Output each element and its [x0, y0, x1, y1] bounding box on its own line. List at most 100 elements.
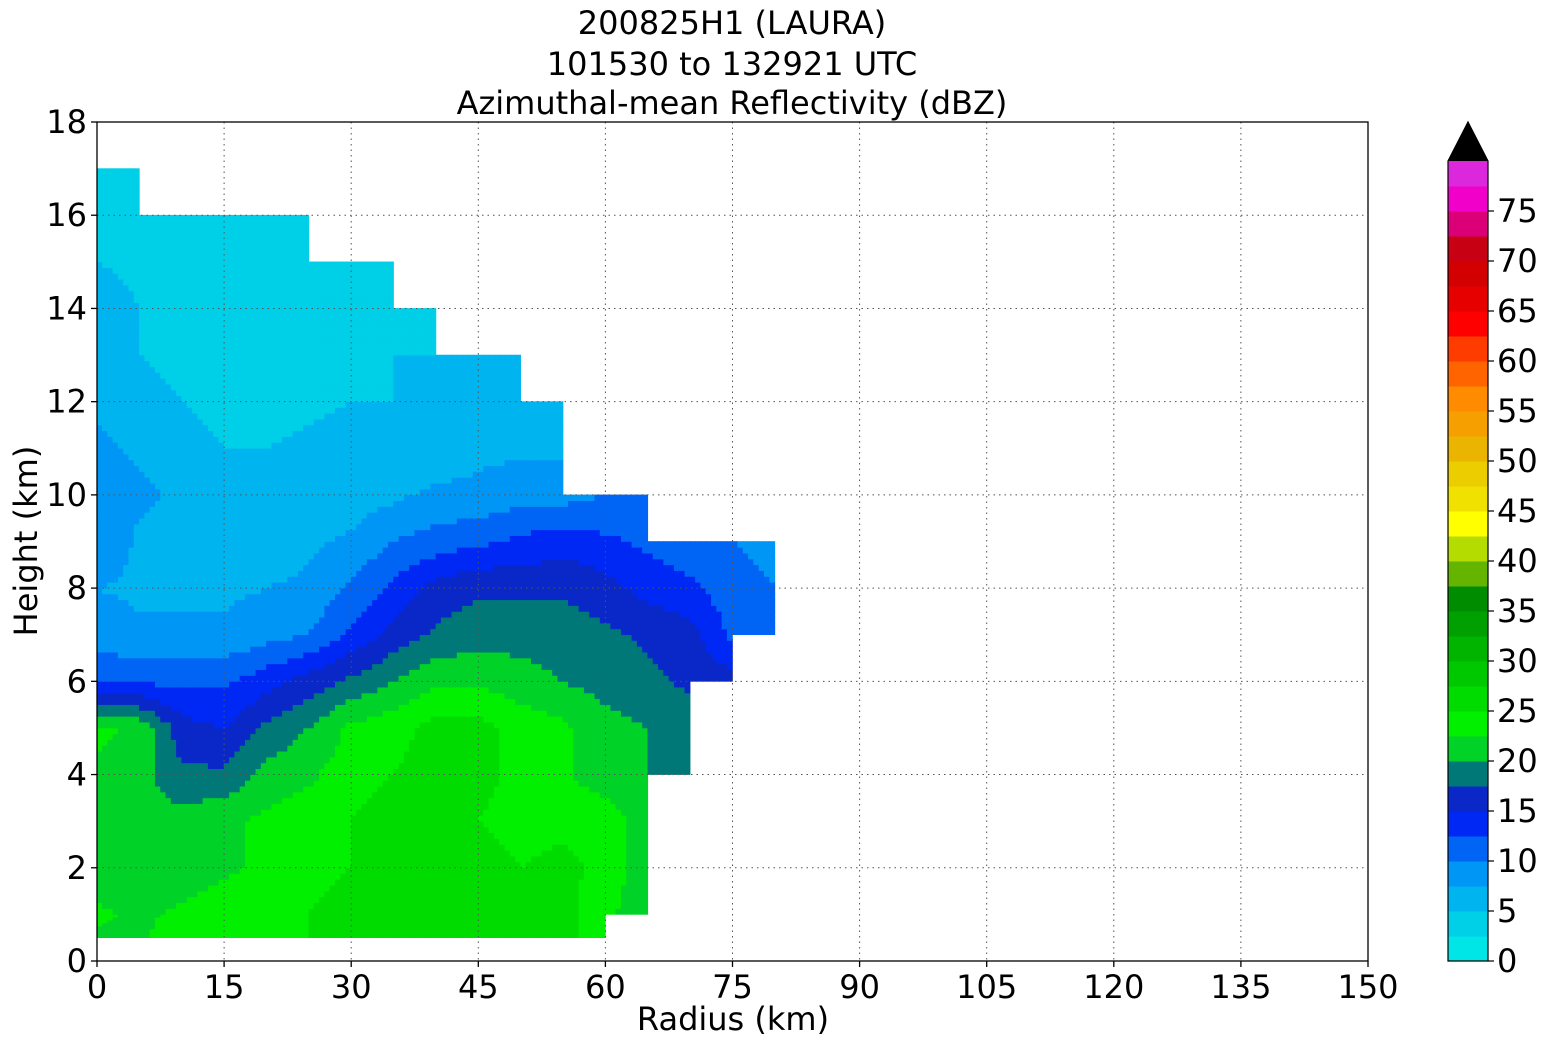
contour-cell: [467, 762, 474, 770]
contour-cell: [149, 861, 156, 869]
contour-cell: [319, 820, 326, 828]
contour-cell: [223, 832, 230, 839]
contour-cell: [557, 733, 564, 740]
contour-cell: [562, 809, 569, 816]
contour-cell: [96, 826, 103, 834]
contour-cell: [101, 873, 108, 880]
contour-cell: [387, 826, 394, 834]
contour-cell: [101, 774, 108, 781]
contour-cell: [393, 809, 400, 816]
contour-cell: [319, 873, 326, 880]
contour-cell: [509, 704, 516, 711]
contour-cell: [197, 908, 204, 915]
contour-cell: [234, 826, 241, 834]
contour-cell: [149, 914, 156, 918]
contour-cell: [546, 692, 553, 700]
contour-cell: [244, 914, 251, 918]
contour-cell: [107, 803, 114, 810]
contour-cell: [292, 698, 299, 705]
contour-cell: [202, 762, 209, 770]
contour-cell: [552, 919, 559, 924]
contour-cell: [568, 809, 574, 816]
contour-cell: [144, 686, 151, 694]
contour-cell: [192, 681, 198, 688]
contour-cell: [139, 884, 145, 892]
contour-cell: [478, 704, 484, 711]
contour-cell: [160, 934, 167, 938]
contour-cell: [504, 756, 511, 764]
contour-cell: [223, 849, 230, 857]
contour-cell: [493, 809, 500, 816]
contour-cell: [154, 849, 161, 857]
contour-cell: [504, 917, 511, 921]
contour-cell: [101, 803, 108, 810]
contour-cell: [536, 849, 543, 857]
contour-cell: [366, 917, 373, 921]
contour-cell: [144, 849, 151, 857]
contour-cell: [160, 815, 167, 822]
contour-cell: [568, 931, 574, 936]
contour-cell: [192, 832, 198, 839]
contour-cell: [589, 861, 596, 869]
contour-cell: [663, 762, 670, 770]
contour-cell: [509, 838, 516, 845]
contour-cell: [462, 791, 469, 799]
contour-cell: [234, 768, 241, 775]
contour-cell: [271, 855, 278, 863]
contour-cell: [642, 750, 649, 758]
contour-cell: [128, 710, 135, 717]
contour-cell: [605, 838, 611, 845]
contour-cell: [372, 745, 378, 752]
contour-cell: [552, 733, 559, 740]
contour-cell: [541, 750, 548, 758]
contour-cell: [536, 791, 543, 799]
contour-cell: [271, 826, 278, 834]
contour-cell: [451, 917, 458, 921]
contour-cell: [181, 762, 188, 770]
contour-cell: [488, 902, 495, 909]
contour-cell: [409, 692, 416, 700]
contour-cell: [636, 797, 643, 804]
contour-cell: [107, 780, 114, 787]
contour-cell: [154, 917, 161, 921]
contour-cell: [292, 750, 299, 758]
contour-cell: [160, 820, 167, 828]
contour-cell: [139, 919, 145, 924]
contour-cell: [509, 750, 516, 758]
contour-cell: [361, 931, 368, 936]
contour-cell: [361, 686, 368, 694]
contour-cell: [176, 855, 183, 863]
contour-cell: [414, 849, 421, 857]
contour-cell: [271, 692, 278, 700]
contour-cell: [287, 919, 294, 924]
contour-cell: [223, 838, 230, 845]
contour-cell: [583, 849, 590, 857]
contour-cell: [377, 931, 384, 936]
contour-cell: [610, 884, 617, 892]
contour-cell: [573, 791, 580, 799]
contour-cell: [499, 844, 506, 851]
contour-cell: [419, 791, 426, 799]
contour-cell: [335, 715, 341, 723]
contour-cell: [133, 855, 140, 863]
contour-cell: [276, 698, 283, 705]
contour-cell: [456, 861, 463, 869]
contour-cell: [425, 925, 431, 930]
contour-cell: [186, 917, 193, 921]
contour-cell: [165, 762, 172, 770]
contour-cell: [218, 908, 225, 915]
contour-cell: [319, 844, 326, 851]
contour-cell: [536, 838, 543, 845]
contour-cell: [610, 785, 617, 793]
contour-cell: [144, 855, 151, 863]
contour-cell: [467, 890, 474, 898]
contour-cell: [414, 820, 421, 828]
contour-cell: [515, 931, 521, 936]
contour-cell: [112, 727, 119, 735]
contour-cell: [409, 896, 416, 904]
contour-cell: [403, 922, 410, 927]
contour-cell: [530, 727, 537, 735]
contour-cell: [223, 809, 230, 816]
contour-cell: [387, 908, 394, 915]
contour-cell: [287, 879, 294, 886]
